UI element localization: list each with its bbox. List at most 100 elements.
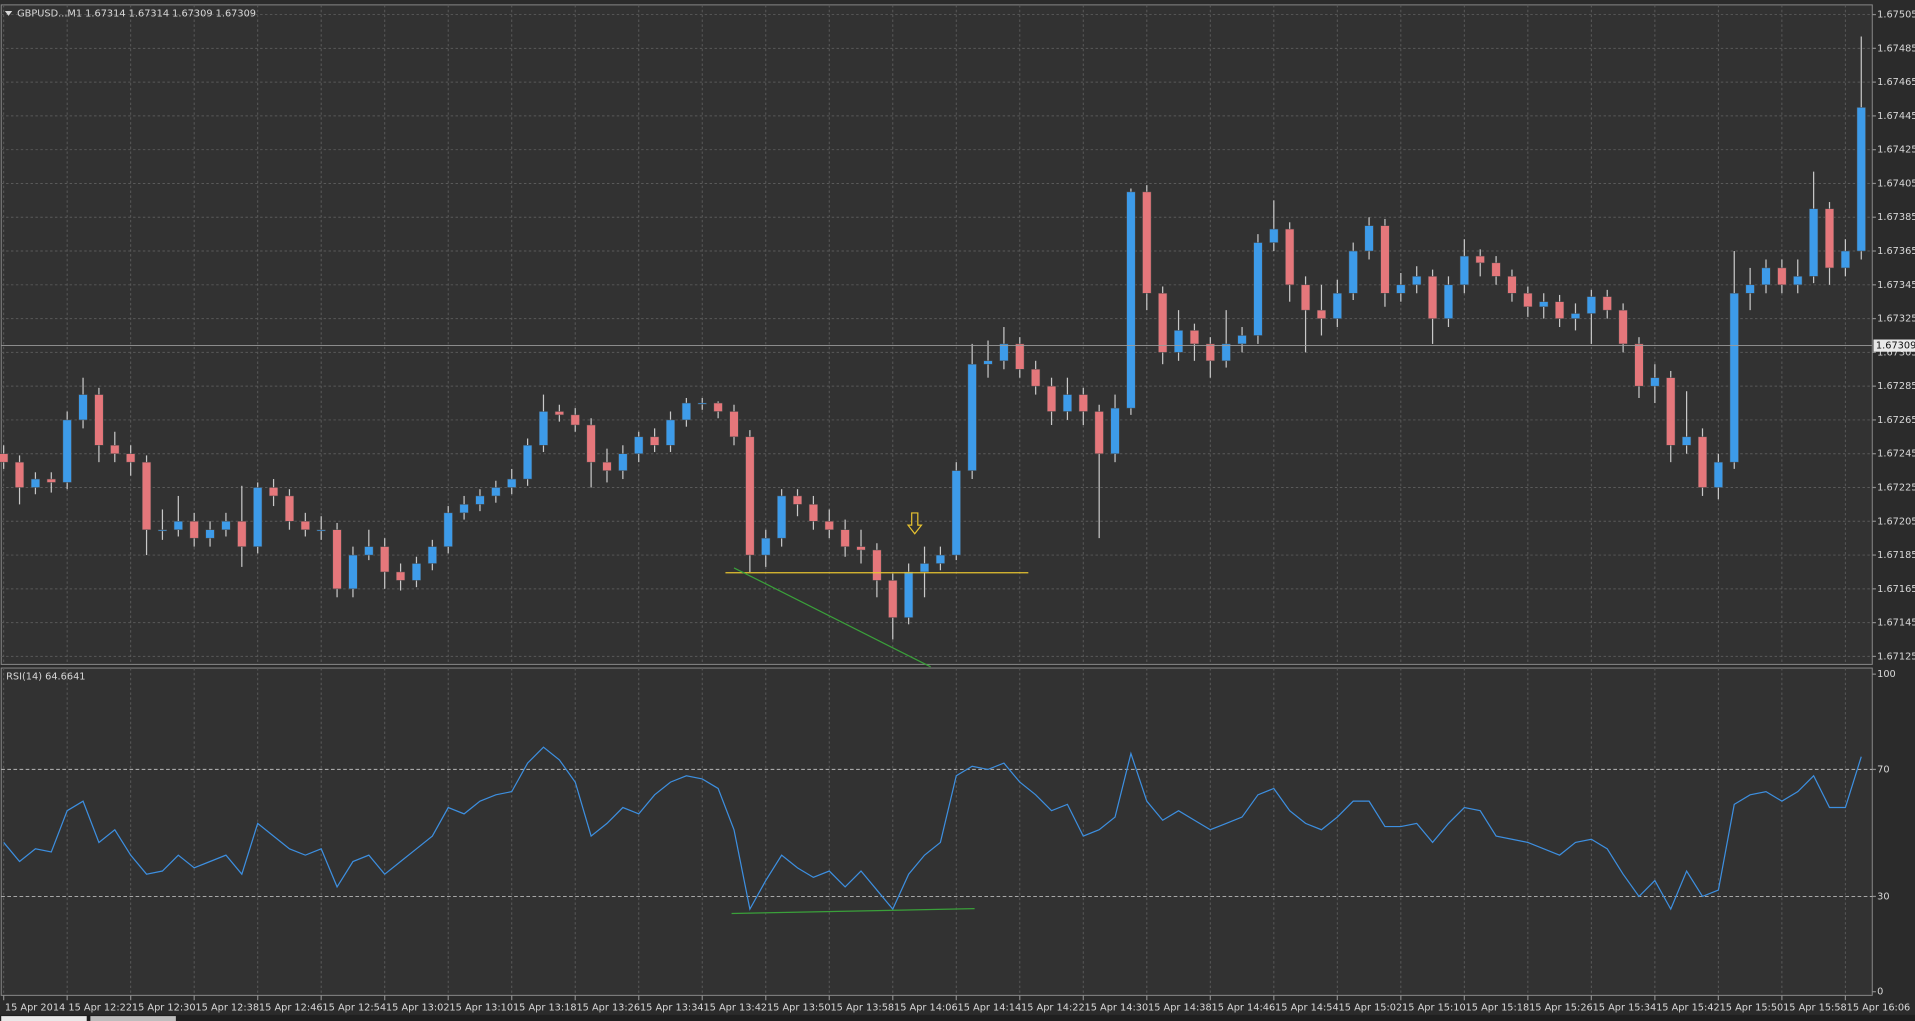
candle-body	[237, 521, 247, 547]
candle-body	[1523, 293, 1533, 308]
candle-body	[634, 436, 644, 454]
candle-body	[920, 563, 930, 573]
candle-body	[126, 453, 136, 463]
current-price-label: 1.67309	[1876, 341, 1915, 352]
x-tick-label: 15 Apr 13:10	[449, 1003, 513, 1014]
y-tick-label: 70	[1877, 764, 1889, 775]
candle-body	[888, 580, 898, 618]
x-tick-label: 15 Apr 15:18	[1466, 1003, 1530, 1014]
candle-body	[1396, 284, 1406, 294]
candle-body	[253, 487, 263, 547]
trend-line	[733, 567, 931, 668]
collapse-icon	[4, 10, 13, 16]
y-tick-label: 1.67305	[1877, 347, 1915, 358]
x-tick-label: 15 Apr 15:10	[1402, 1003, 1466, 1014]
candle-body	[1062, 394, 1072, 412]
candle-body	[1158, 293, 1168, 353]
y-tick-label: 30	[1877, 891, 1889, 902]
candle-body	[0, 453, 9, 463]
x-tick-label: 15 Apr 15:34	[1593, 1003, 1657, 1014]
candle-body	[46, 478, 56, 483]
candle-body	[840, 529, 850, 547]
y-tick-label: 1.67385	[1877, 212, 1915, 223]
candle-body	[269, 487, 279, 497]
rsi-pane	[0, 667, 1873, 996]
candle-body	[586, 424, 596, 463]
x-tick-label: 15 Apr 14:06	[894, 1003, 958, 1014]
candle-body	[729, 411, 739, 438]
candle-body	[1237, 335, 1247, 345]
x-tick-label: 15 Apr 14:22	[1021, 1003, 1085, 1014]
x-tick-label: 15 Apr 14:30	[1085, 1003, 1149, 1014]
x-tick-label: 15 Apr 14:46	[1212, 1003, 1276, 1014]
x-tick-label: 15 Apr 13:50	[767, 1003, 831, 1014]
candle-body	[1221, 343, 1231, 362]
candle-body	[507, 478, 517, 488]
candle-body	[443, 512, 453, 547]
candle-body	[554, 411, 564, 416]
y-tick-label: 1.67445	[1877, 111, 1915, 122]
candle-body	[872, 549, 882, 581]
candle-body	[300, 521, 310, 530]
candle-body	[602, 461, 612, 471]
candle-body	[1348, 250, 1358, 294]
x-tick-label: 15 Apr 16:06	[1847, 1003, 1911, 1014]
x-tick-label: 15 Apr 14:14	[958, 1003, 1022, 1014]
candle-body	[1126, 191, 1136, 409]
candle-body	[205, 529, 215, 539]
y-tick-label: 1.67225	[1877, 482, 1915, 493]
candle-body	[1332, 293, 1342, 319]
candle-body	[1555, 301, 1565, 319]
x-tick-label: 15 Apr 13:34	[640, 1003, 704, 1014]
candle-body	[475, 495, 485, 505]
candle-body	[570, 414, 580, 426]
candle-body	[1142, 191, 1152, 294]
mark-layer: 1.67309	[0, 36, 1915, 911]
chart-tab[interactable]	[1, 1016, 87, 1021]
y-tick-label: 1.67485	[1877, 43, 1915, 54]
candle-body	[491, 487, 501, 497]
candle-body	[332, 529, 342, 590]
x-tick-label: 15 Apr 13:02	[386, 1003, 450, 1014]
candle-body	[1491, 262, 1501, 277]
x-tick-label: 15 Apr 15:26	[1529, 1003, 1593, 1014]
candle-body	[1840, 250, 1850, 269]
candle-body	[396, 571, 406, 581]
candle-body	[792, 495, 803, 505]
y-tick-label: 1.67405	[1877, 178, 1915, 189]
x-tick-label: 15 Apr 15:02	[1339, 1003, 1403, 1014]
candle-body	[157, 529, 167, 532]
candle-body	[1507, 276, 1517, 294]
candle-body	[1253, 242, 1263, 336]
candle-body	[1443, 284, 1453, 319]
candle-body	[316, 529, 326, 532]
current-price-box	[1873, 339, 1915, 352]
x-tick-label: 15 Apr 13:42	[703, 1003, 767, 1014]
y-tick-label: 1.67205	[1877, 516, 1915, 527]
candle-body	[1285, 228, 1295, 286]
chart-tab[interactable]	[90, 1016, 176, 1021]
candle-body	[1205, 343, 1215, 362]
y-tick-label: 1.67365	[1877, 246, 1915, 257]
candle-body	[538, 411, 548, 446]
y-tick-label: 1.67185	[1877, 550, 1915, 561]
candle-body	[1824, 208, 1835, 269]
candle-body	[62, 419, 72, 483]
candle-body	[1031, 369, 1041, 387]
y-tick-label: 1.67505	[1877, 10, 1915, 21]
candle-body	[1602, 296, 1612, 311]
candle-body	[110, 445, 120, 454]
candle-body	[967, 363, 977, 471]
candle-body	[951, 470, 961, 556]
candle-body	[983, 360, 993, 365]
candle-body	[1174, 330, 1184, 353]
candle-body	[777, 495, 787, 539]
candle-body	[1666, 377, 1676, 446]
candle-body	[618, 453, 628, 471]
candle-body	[999, 343, 1009, 362]
candle-body	[380, 546, 390, 573]
x-tick-label: 15 Apr 2014	[5, 1003, 65, 1014]
sell-arrow	[906, 512, 923, 535]
candle-body	[1793, 276, 1803, 286]
y-tick-label: 1.67265	[1877, 415, 1915, 426]
